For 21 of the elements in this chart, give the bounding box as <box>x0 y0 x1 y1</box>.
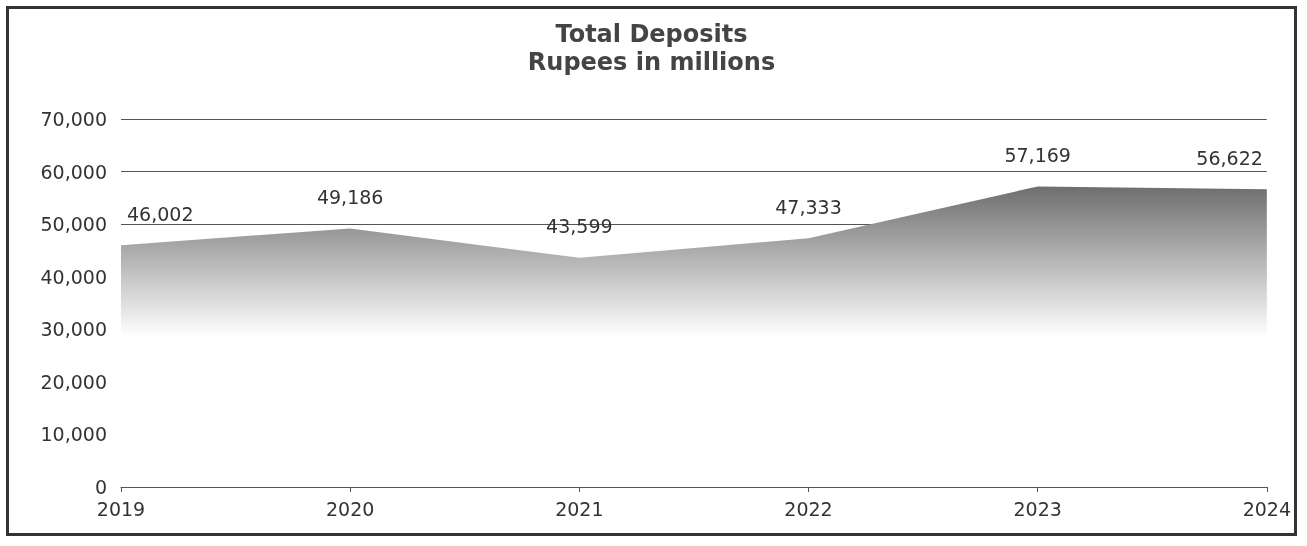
x-tick-label: 2019 <box>96 497 146 520</box>
chart-subtitle: Rupees in millions <box>527 48 776 76</box>
data-label: 56,622 <box>1196 146 1263 169</box>
x-tick-label: 2023 <box>1013 497 1062 520</box>
y-tick-label: 10,000 <box>40 423 107 446</box>
y-tick-label: 0 <box>94 476 107 498</box>
y-tick-label: 70,000 <box>40 108 107 130</box>
x-tick-label: 2022 <box>784 497 833 520</box>
data-label: 46,002 <box>127 202 194 225</box>
x-tick-label: 2021 <box>555 497 604 520</box>
y-tick-label: 40,000 <box>40 265 107 288</box>
y-tick-label: 20,000 <box>40 370 107 393</box>
data-label: 57,169 <box>1004 143 1071 166</box>
y-tick-label: 50,000 <box>40 213 107 236</box>
x-tick-label: 2020 <box>325 497 375 520</box>
chart-title: Total Deposits <box>555 20 748 48</box>
y-tick-label: 30,000 <box>40 318 107 341</box>
data-label: 49,186 <box>316 185 384 208</box>
y-tick-label: 60,000 <box>40 160 107 183</box>
x-tick-label: 2024 <box>1242 497 1291 520</box>
data-label: 47,333 <box>775 195 842 218</box>
